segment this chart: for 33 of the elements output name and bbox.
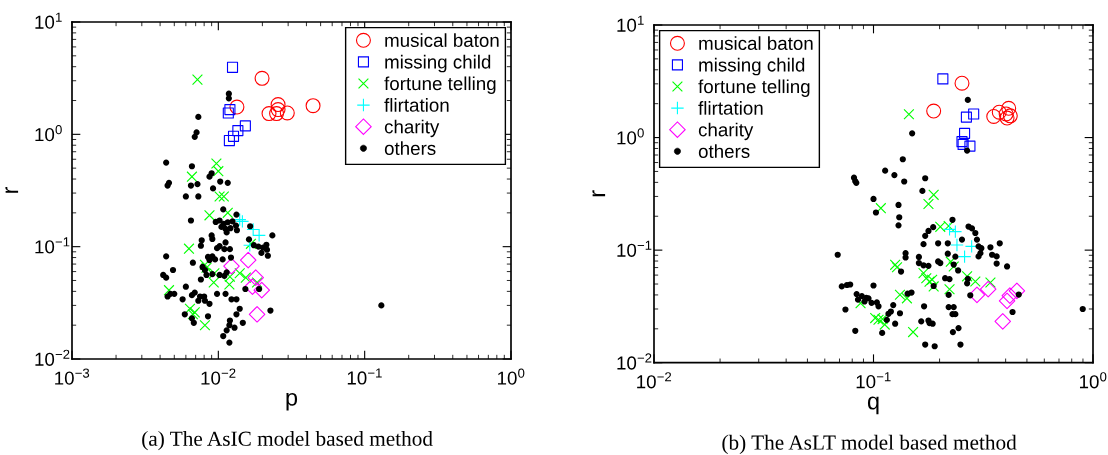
x-tick-label: 10$^{0}$	[497, 368, 525, 385]
legend-label: others	[698, 144, 750, 159]
x-tick-label: 10$^{−3}$	[55, 368, 90, 385]
x-tick-label: 10$^{−1}$	[347, 368, 382, 385]
legend-label: fortune telling	[384, 76, 496, 94]
y-tick-label: 10$^{1}$	[35, 12, 62, 29]
y-axis-title: r	[5, 186, 19, 193]
legend-label: musical baton	[385, 33, 499, 48]
y-tick-label: 10$^{−1}$	[617, 240, 652, 257]
y-tick-label: 10$^{0}$	[35, 125, 62, 142]
x-tick-label: 10$^{−2}$	[637, 372, 672, 389]
legend-label: flirtation	[698, 101, 763, 115]
x-tick-label: 10$^{0}$	[1079, 372, 1107, 389]
legend-label: others	[384, 141, 436, 156]
legend-label: missing child	[385, 54, 491, 73]
legend-label: musical baton	[699, 36, 813, 51]
legend-label: charity	[384, 119, 440, 138]
y-tick-label: 10$^{−2}$	[617, 353, 652, 370]
legend-label: missing child	[699, 57, 805, 76]
text: (b) The AsLT model based method	[722, 434, 1017, 455]
x-axis-title: p	[286, 392, 298, 411]
x-axis-title: q	[867, 396, 879, 415]
y-tick-label: 10$^{−2}$	[35, 349, 70, 366]
text: (a) The AsIC model based method	[142, 430, 433, 451]
legend-label: fortune telling	[698, 79, 810, 97]
legend-label: flirtation	[384, 98, 449, 112]
y-tick-label: 10$^{−1}$	[35, 237, 70, 254]
y-axis-title: r	[592, 190, 606, 197]
x-tick-label: 10$^{−1}$	[856, 372, 891, 389]
y-tick-label: 10$^{0}$	[617, 128, 644, 145]
y-tick-label: 10$^{1}$	[617, 15, 644, 32]
legend-label: charity	[698, 122, 754, 141]
x-tick-label: 10$^{−2}$	[201, 368, 236, 385]
